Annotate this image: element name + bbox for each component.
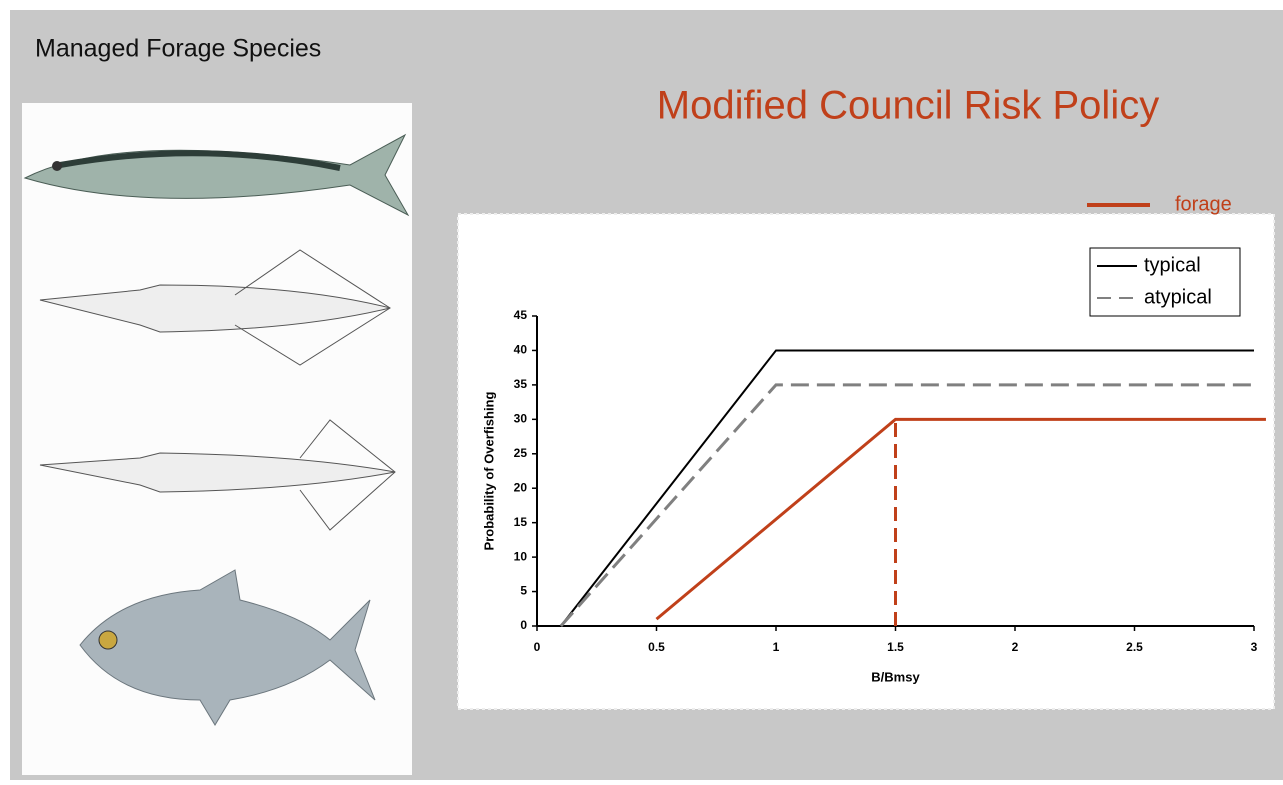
x-tick-label: 0.5	[648, 640, 665, 654]
fish-panel	[22, 103, 412, 775]
butterfish-eye	[99, 631, 117, 649]
legend-label: typical	[1144, 254, 1201, 276]
legend-label: forage	[1175, 193, 1232, 215]
chart-title: Modified Council Risk Policy	[657, 84, 1159, 128]
x-tick-label: 1.5	[887, 640, 904, 654]
x-tick-label: 3	[1251, 640, 1258, 654]
x-tick-label: 2.5	[1126, 640, 1143, 654]
y-tick-label: 40	[514, 343, 528, 357]
x-tick-label: 0	[534, 640, 541, 654]
slide: Managed Forage Species Modified Council …	[0, 0, 1283, 780]
y-tick-label: 20	[514, 480, 528, 494]
x-tick-label: 2	[1012, 640, 1019, 654]
legend-label: atypical	[1144, 286, 1212, 308]
x-tick-label: 1	[773, 640, 780, 654]
y-axis-label: Probability of Overfishing	[481, 391, 496, 550]
y-tick-label: 5	[520, 584, 527, 598]
y-tick-label: 25	[514, 446, 528, 460]
y-tick-label: 0	[520, 618, 527, 632]
slide-heading: Managed Forage Species	[35, 35, 321, 63]
x-axis-label: B/Bmsy	[871, 669, 920, 684]
y-tick-label: 10	[514, 549, 528, 563]
y-tick-label: 15	[514, 515, 528, 529]
y-tick-label: 35	[514, 377, 528, 391]
y-tick-label: 45	[514, 308, 528, 322]
y-tick-label: 30	[514, 412, 528, 426]
mackerel-eye	[52, 161, 62, 171]
